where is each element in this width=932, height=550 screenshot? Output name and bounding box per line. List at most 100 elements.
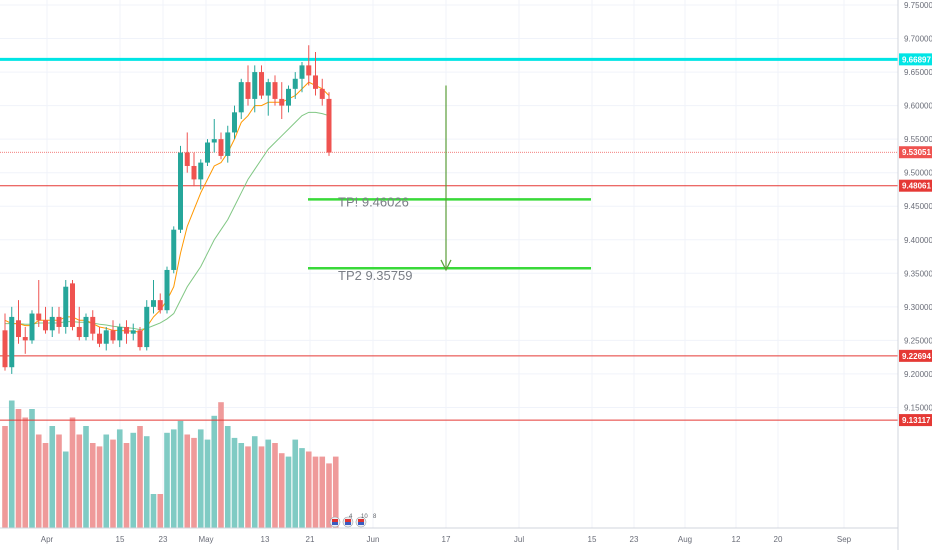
date-tick-label: Apr: [41, 535, 54, 544]
event-flag-stripe: [332, 519, 338, 522]
volume-bar: [265, 439, 272, 528]
event-count: 4: [349, 514, 353, 520]
candle-body: [299, 65, 305, 79]
volume-bar: [49, 426, 56, 528]
price-tick-label: 9.35000: [904, 269, 932, 278]
volume-bar: [177, 420, 184, 528]
price-axis[interactable]: 9.75000 9.70000 9.65000 9.60000 9.55000 9.500…: [897, 0, 932, 550]
candle-body: [36, 313, 42, 321]
volume-bar: [204, 439, 211, 528]
price-tag[interactable]: [899, 349, 932, 362]
candle-body: [292, 78, 298, 89]
volume-bar: [231, 437, 238, 528]
volume-bar: [56, 434, 62, 528]
volume-bar: [123, 443, 130, 528]
volume-bar: [224, 426, 231, 528]
candle-body: [29, 313, 35, 341]
candle-body: [225, 132, 231, 156]
candle-body: [238, 82, 244, 113]
date-tick-label: Sep: [837, 535, 852, 544]
candle-body: [151, 300, 156, 307]
volume-bar: [69, 417, 76, 528]
volume-bar: [319, 456, 326, 528]
date-tick-label: 15: [588, 535, 597, 544]
volume-bar: [218, 402, 224, 528]
candle-body: [313, 75, 318, 89]
date-tick-label: 23: [159, 535, 168, 544]
candle-body: [76, 326, 82, 338]
price-tick-label: 9.40000: [904, 236, 932, 245]
event-flag-stripe: [345, 522, 351, 525]
date-tick-label: 17: [442, 535, 451, 544]
price-tag-label: 9.48061: [902, 182, 931, 191]
horizontal-lines[interactable]: [0, 57, 898, 421]
candle-body: [43, 320, 48, 331]
down-arrow[interactable]: [440, 85, 452, 272]
volume-bar: [326, 463, 332, 528]
candle-body: [63, 286, 69, 327]
volume-bar: [89, 443, 96, 528]
candle-body: [198, 162, 204, 180]
volume-bar: [96, 446, 103, 528]
price-tag-label: 9.53051: [902, 148, 931, 157]
candle-body: [90, 316, 96, 334]
candle-body: [272, 82, 278, 99]
target-lines[interactable]: TP! 9.46026 TP2 9.35759: [308, 194, 591, 283]
candle-body: [124, 326, 129, 334]
date-tick-label: May: [198, 535, 213, 544]
price-tag[interactable]: [899, 179, 932, 192]
date-tick-label: 23: [630, 535, 639, 544]
date-tick-label: 12: [732, 535, 741, 544]
volume-bar: [137, 426, 143, 528]
date-tick-label: 15: [116, 535, 125, 544]
volume-bar: [312, 456, 319, 528]
date-tick-label: 13: [261, 535, 270, 544]
candle-body: [171, 229, 177, 270]
volume-bar: [251, 436, 258, 528]
volume-bar: [278, 453, 285, 528]
price-tick-label: 9.25000: [904, 336, 932, 345]
price-tag[interactable]: [899, 146, 932, 159]
price-tag[interactable]: [899, 53, 932, 66]
candle-body: [110, 330, 116, 341]
candle-body: [83, 316, 89, 338]
event-flag-stripe: [358, 522, 364, 525]
event-flag-stripe: [358, 519, 364, 522]
volume-bar: [184, 434, 191, 528]
candles: [2, 45, 332, 374]
time-axis[interactable]: Apr 15 23 May 13 21 Jun 17 Jul 15 23 Aug 12 20 Sep: [0, 527, 898, 544]
candle-body: [2, 330, 8, 368]
candle-body: [22, 337, 28, 341]
event-count: 8: [373, 514, 377, 520]
price-tag[interactable]: [899, 414, 932, 427]
candle-body: [49, 316, 55, 331]
volume-bar: [258, 446, 265, 528]
candle-body: [319, 88, 325, 99]
volume-bar: [22, 417, 29, 528]
candle-body: [265, 82, 271, 96]
price-tick-label: 9.30000: [904, 303, 932, 312]
volume-bar: [197, 429, 204, 528]
arrow-head[interactable]: [440, 259, 452, 272]
volume-bar: [332, 456, 339, 528]
date-tick-label: Jul: [514, 535, 524, 544]
volume-bar: [35, 434, 42, 528]
candle-body: [218, 139, 224, 156]
volume-bar: [211, 415, 218, 528]
volume-bar: [116, 429, 123, 528]
candle-body: [157, 300, 163, 311]
candle-body: [252, 72, 258, 99]
volume-bar: [238, 443, 245, 528]
volume-bar: [83, 426, 89, 528]
event-count: 10: [361, 514, 368, 520]
price-tick-label: 9.50000: [904, 169, 932, 178]
date-tick-label: 20: [774, 535, 783, 544]
volume-bar: [143, 436, 150, 528]
candle-body: [259, 72, 264, 96]
date-tick-label: 21: [306, 535, 315, 544]
event-markers[interactable]: 4 10 8: [329, 514, 377, 528]
candle-body: [103, 330, 109, 344]
price-tick-label: 9.45000: [904, 202, 932, 211]
